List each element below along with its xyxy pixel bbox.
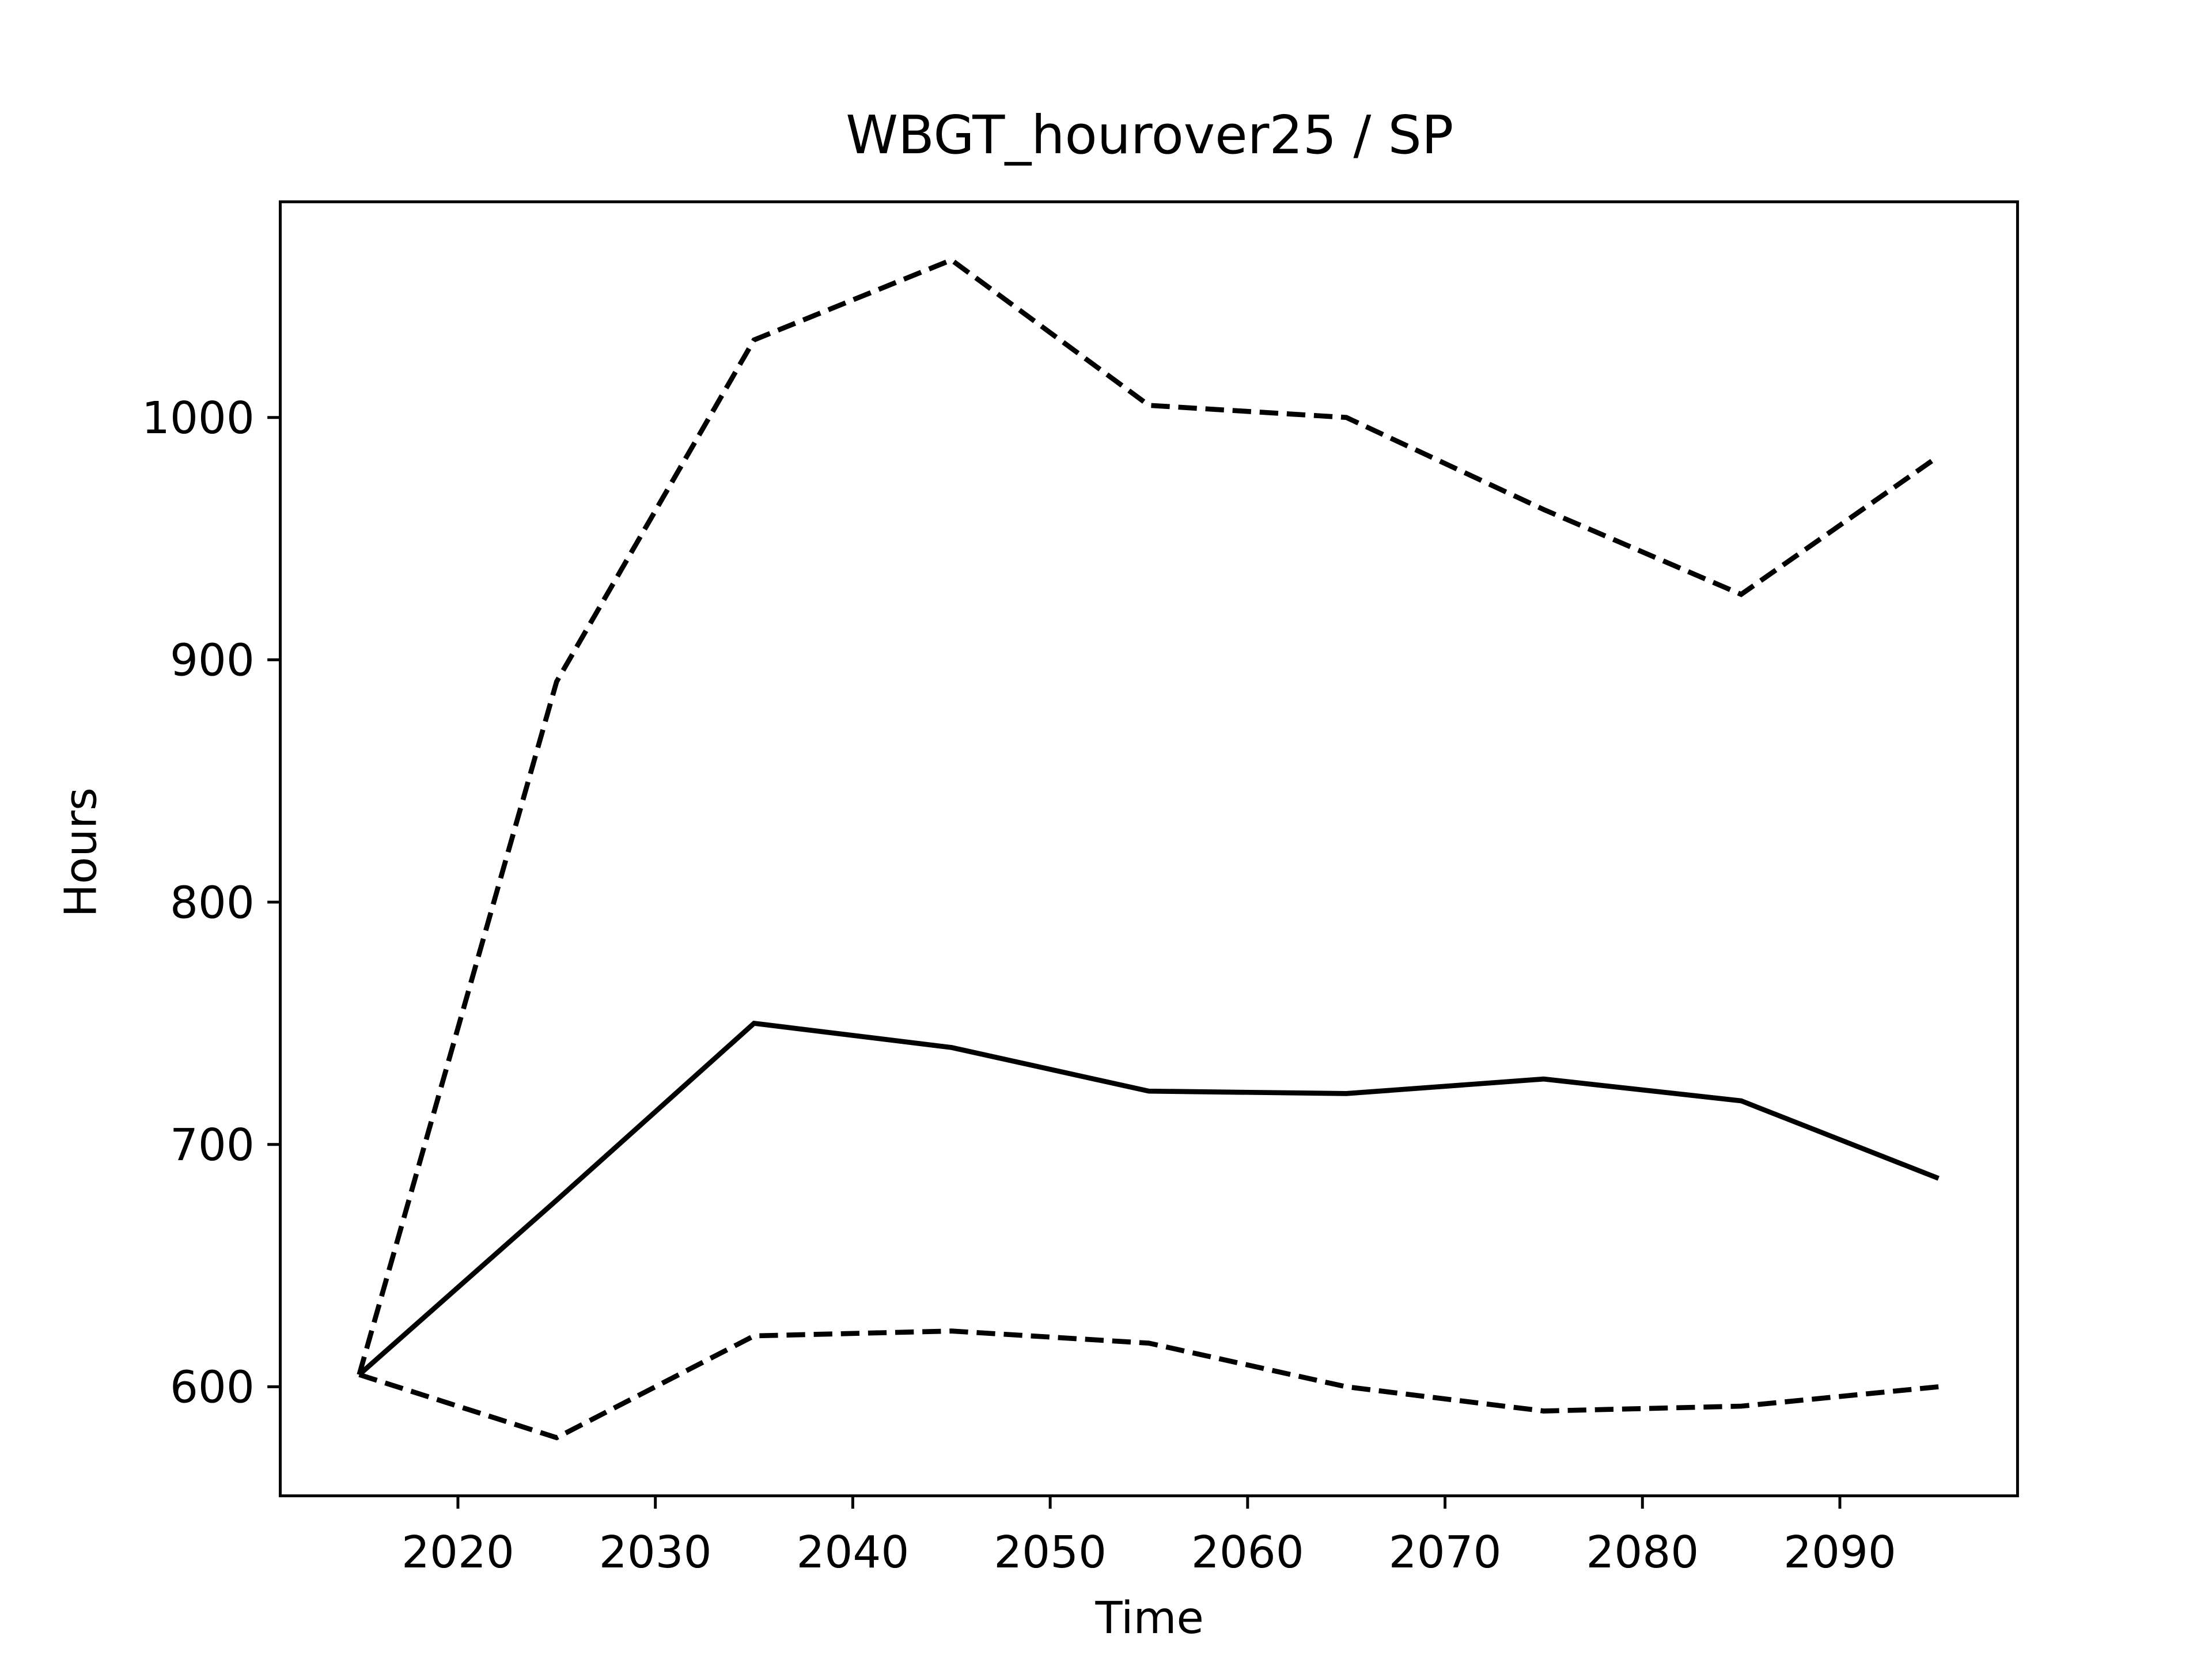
y-tick-label: 700 [170,1120,255,1171]
x-tick-label: 2060 [1191,1527,1304,1578]
data-line [357,257,1940,1376]
x-tick-label: 2040 [796,1527,909,1578]
x-axis-label: Time [1095,1593,1204,1644]
plot-frame [279,200,2019,1498]
x-tick-label: 2090 [1783,1527,1896,1578]
y-tick-label: 600 [170,1362,255,1414]
data-line [358,1328,1939,1441]
chart-title: WBGT_hourover25 / SP [846,104,1453,166]
y-axis-label: Hours [55,787,107,917]
y-tick-label: 900 [170,635,255,687]
data-line [357,1020,1940,1377]
y-tick-label: 800 [170,877,255,929]
x-tick-label: 2020 [402,1527,514,1578]
x-tick-label: 2080 [1586,1527,1699,1578]
x-tick-label: 2050 [994,1527,1107,1578]
x-tick-label: 2030 [599,1527,712,1578]
x-tick-label: 2070 [1389,1527,1502,1578]
y-tick-label: 1000 [142,393,255,444]
